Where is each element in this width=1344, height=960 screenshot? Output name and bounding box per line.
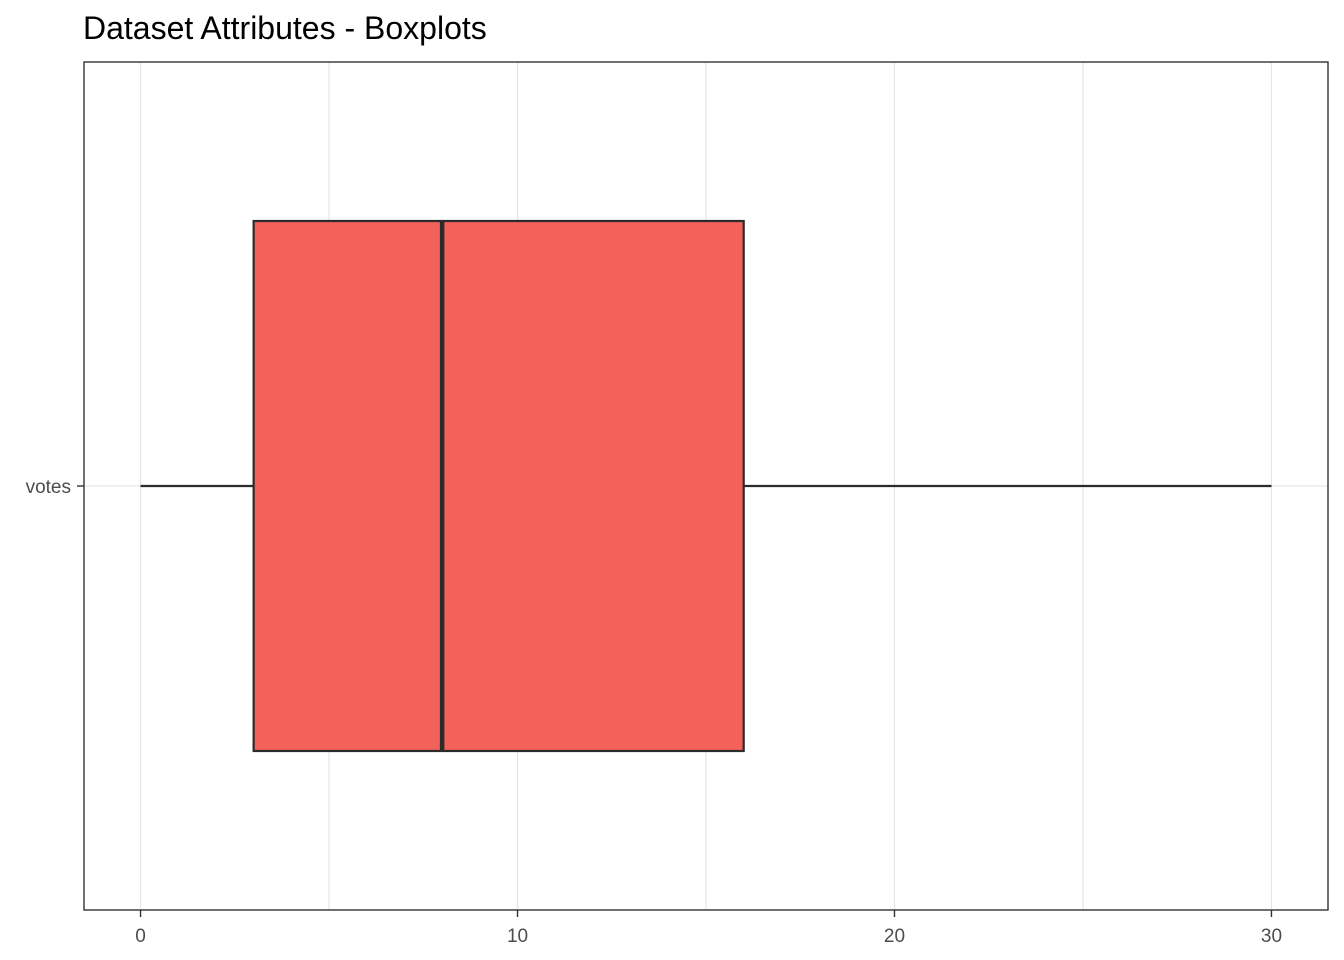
box-layer (140, 219, 1272, 753)
x-tick-label: 10 (507, 926, 528, 947)
x-tick-label: 0 (135, 926, 146, 947)
box-iqr (252, 219, 745, 753)
axis-layer: 0 10 20 30 votes (26, 477, 1282, 947)
y-tick-label: votes (26, 477, 71, 498)
chart-title: Dataset Attributes - Boxplots (83, 10, 487, 46)
x-tick-label: 20 (884, 926, 905, 947)
x-tick-label: 30 (1261, 926, 1282, 947)
